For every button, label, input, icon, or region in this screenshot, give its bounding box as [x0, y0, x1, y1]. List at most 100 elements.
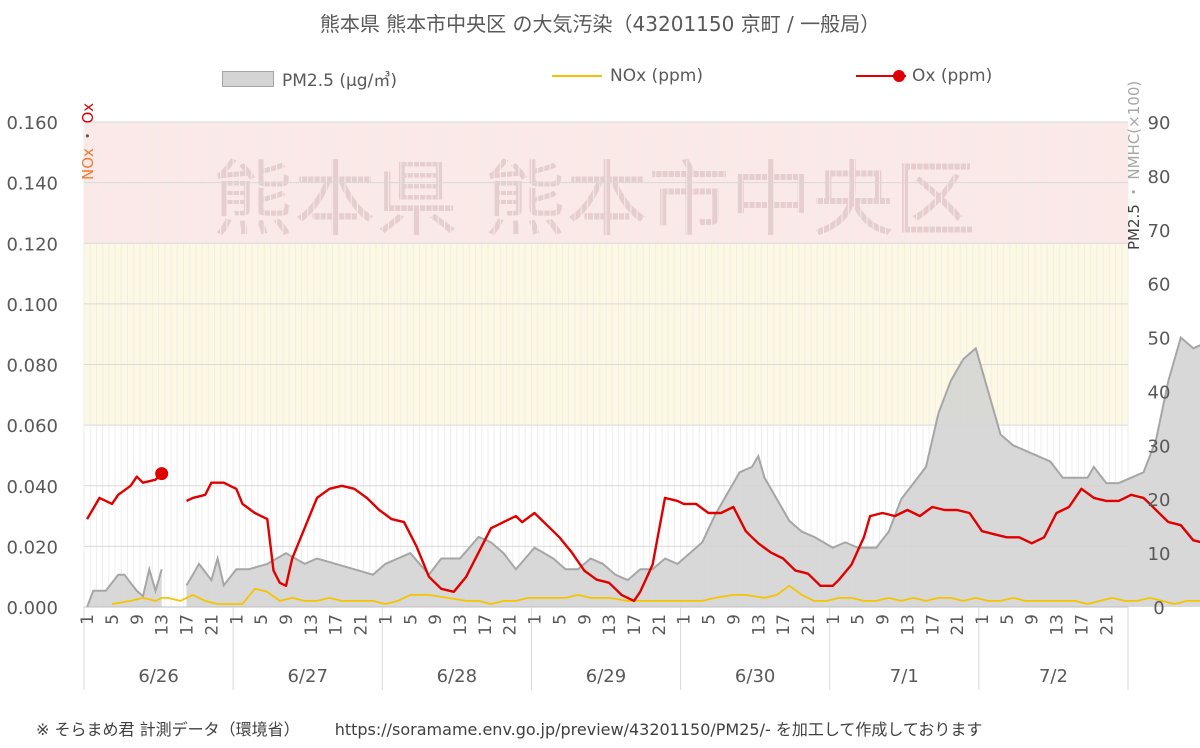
right-axis-title-part: ・ [1125, 180, 1143, 205]
legend-nox-label: NOx (ppm) [610, 66, 703, 86]
right-tick-label: 80 [1148, 167, 1171, 188]
hour-tick-label: 21 [650, 614, 670, 636]
ox-line [185, 481, 1200, 603]
hour-tick-label: 13 [1048, 614, 1068, 636]
hour-tick-label: 9 [724, 614, 744, 625]
left-tick-label: 0.080 [6, 356, 58, 377]
hour-tick-label: 21 [202, 614, 222, 636]
left-axis-title-part: ・ [79, 124, 97, 149]
hour-tick-label: 13 [898, 614, 918, 636]
hour-tick-label: 21 [1097, 614, 1117, 636]
hour-tick-label: 5 [998, 614, 1018, 625]
axes-layer [83, 606, 1129, 690]
left-tick-label: 0.100 [6, 295, 58, 316]
chart-title: 熊本県 熊本市中央区 の大気汚染（43201150 京町 / 一般局） [319, 12, 881, 36]
right-axis-title-part: PM2.5 [1125, 204, 1143, 250]
left-axis-title-part: Ox [79, 103, 97, 124]
hour-tick-label: 1 [526, 614, 546, 625]
left-tick-label: 0.060 [6, 416, 58, 437]
hour-tick-label: 9 [874, 614, 894, 625]
right-tick-label: 10 [1148, 544, 1171, 565]
hour-tick-label: 1 [78, 614, 98, 625]
legend-swatch-marker-icon [856, 69, 906, 83]
left-axis-ticks: 0.000 0.020 0.040 0.060 0.080 0.100 0.120 0.140… [6, 113, 58, 619]
hour-tick-label: 17 [923, 614, 943, 636]
hour-tick-label: 1 [675, 614, 695, 625]
left-tick-label: 0.020 [6, 537, 58, 558]
hour-tick-label: 9 [575, 614, 595, 625]
hour-tick-label: 9 [1023, 614, 1043, 625]
hour-tick-label: 17 [625, 614, 645, 636]
day-label: 7/2 [1039, 666, 1068, 687]
right-tick-label: 30 [1148, 436, 1171, 457]
left-axis-title-part: NOx [79, 148, 97, 180]
hour-tick-label: 13 [600, 614, 620, 636]
hour-tick-label: 21 [799, 614, 819, 636]
legend-pm25-label: PM2.5 (μg/㎥) [282, 71, 397, 91]
hour-tick-label: 1 [376, 614, 396, 625]
hour-tick-label: 5 [401, 614, 421, 625]
left-axis-title: NOx ・ Ox [79, 103, 97, 180]
hour-tick-label: 13 [302, 614, 322, 636]
hour-tick-label: 21 [948, 614, 968, 636]
right-axis-title: PM2.5 ・ NMHC(×100) [1125, 81, 1143, 250]
day-label: 6/28 [437, 666, 477, 687]
hour-tick-label: 13 [749, 614, 769, 636]
legend-ox-label: Ox (ppm) [912, 66, 993, 86]
legend-ox: Ox (ppm) [856, 66, 992, 86]
legend-nox: NOx (ppm) [552, 66, 703, 86]
left-tick-label: 0.120 [6, 234, 58, 255]
right-tick-label: 70 [1148, 221, 1171, 242]
nox-line [111, 584, 1200, 605]
footer-note: https://soramame.env.go.jp/preview/43201… [334, 720, 983, 739]
hour-tick-labels: 1 5 9 13 17 21 1 5 9 13 17 21 1 5 9 13 17 21 1 5 9 13 17 21 1 5 9 1… [78, 614, 1117, 636]
right-tick-label: 20 [1148, 490, 1171, 511]
left-tick-label: 0.140 [6, 174, 58, 195]
right-tick-label: 90 [1148, 113, 1171, 134]
axis-titles: NOx ・ Ox PM2.5 ・ NMHC(×100) [79, 81, 1143, 250]
pm25-line [185, 335, 1200, 588]
hour-tick-label: 5 [700, 614, 720, 625]
pm25-area [186, 337, 1200, 607]
legend-swatch-area-icon [222, 70, 274, 87]
hour-tick-label: 17 [327, 614, 347, 636]
legend-pm25: PM2.5 (μg/㎥) [222, 66, 397, 91]
ox-marker [155, 467, 169, 481]
hour-tick-label: 17 [774, 614, 794, 636]
hour-tick-label: 13 [451, 614, 471, 636]
left-tick-label: 0.000 [6, 598, 58, 619]
hour-tick-label: 1 [824, 614, 844, 625]
pm25-line [86, 565, 163, 608]
right-tick-label: 60 [1148, 275, 1171, 296]
hour-tick-label: 1 [227, 614, 247, 625]
footer: ※ そらまめ君 計測データ（環境省） https://soramame.env.… [36, 716, 1012, 740]
left-tick-label: 0.160 [6, 113, 58, 134]
hour-tick-label: 17 [178, 614, 198, 636]
hour-tick-label: 9 [128, 614, 148, 625]
right-axis-title-part: NMHC(×100) [1125, 81, 1143, 180]
right-tick-label: 40 [1148, 382, 1171, 403]
hour-tick-label: 5 [550, 614, 570, 625]
footer-source: ※ そらまめ君 計測データ（環境省） [36, 720, 300, 739]
left-tick-label: 0.040 [6, 477, 58, 498]
hour-tick-label: 21 [501, 614, 521, 636]
right-axis-ticks: 0 10 20 30 40 50 60 70 80 90 [1148, 113, 1171, 619]
ox-series-layer [86, 467, 1200, 603]
right-tick-label: 0 [1153, 598, 1164, 619]
hour-tick-label: 13 [153, 614, 173, 636]
day-label: 6/30 [735, 666, 775, 687]
hour-tick-label: 17 [476, 614, 496, 636]
hour-tick-label: 5 [849, 614, 869, 625]
hour-tick-label: 1 [973, 614, 993, 625]
hour-tick-label: 9 [277, 614, 297, 625]
right-tick-label: 50 [1148, 329, 1171, 350]
day-label: 6/27 [288, 666, 328, 687]
nox-series-layer [111, 584, 1200, 605]
hour-tick-label: 9 [426, 614, 446, 625]
hour-tick-label: 21 [352, 614, 372, 636]
day-label: 7/1 [890, 666, 919, 687]
day-label: 6/29 [586, 666, 626, 687]
hour-tick-label: 5 [252, 614, 272, 625]
day-label: 6/26 [138, 666, 178, 687]
